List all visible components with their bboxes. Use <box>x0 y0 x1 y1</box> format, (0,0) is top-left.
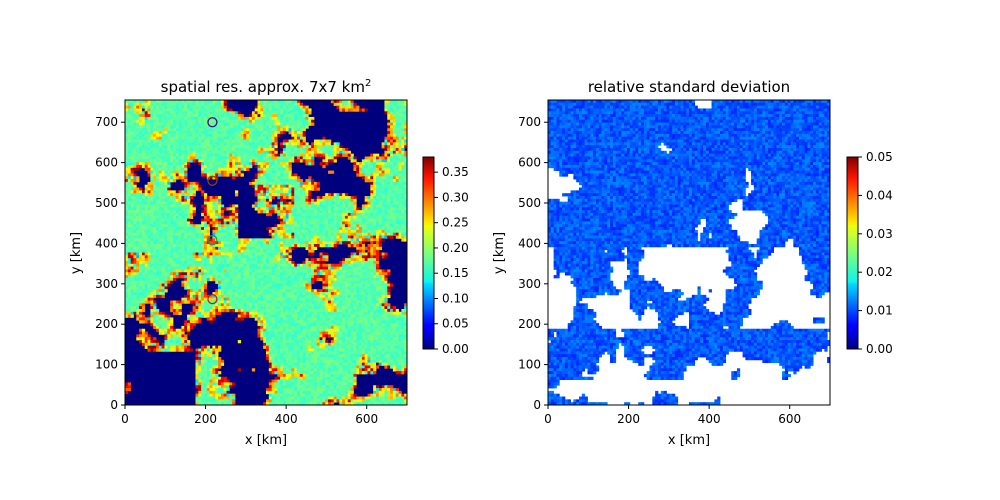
colorbar-tick-label: 0.00 <box>442 342 469 356</box>
y-tick-label: 400 <box>95 236 118 250</box>
left-title-superscript: 2 <box>365 78 371 89</box>
right-ylabel: y [km] <box>492 232 507 274</box>
y-tick-label: 600 <box>95 156 118 170</box>
left-xlabel: x [km] <box>245 433 287 448</box>
y-tick-label: 200 <box>95 317 118 331</box>
y-tick-label: 0 <box>533 398 541 412</box>
right-panel: relative standard deviation 0 200 400 600 0 1… <box>492 78 893 448</box>
colorbar-tick-label: 0.30 <box>442 190 469 204</box>
colorbar-tick-label: 0.05 <box>866 150 893 164</box>
left-panel: spatial res. approx. 7x7 km2 0 200 400 600 0… <box>69 78 469 448</box>
x-tick-label: 400 <box>275 412 298 426</box>
y-tick-label: 600 <box>518 156 541 170</box>
y-tick-label: 300 <box>518 277 541 291</box>
x-tick-label: 600 <box>778 412 801 426</box>
y-tick-label: 400 <box>518 236 541 250</box>
y-tick-label: 200 <box>518 317 541 331</box>
y-tick-label: 500 <box>518 196 541 210</box>
left-colorbar: 0.00 0.05 0.10 0.15 0.20 0.25 0.30 0.35 <box>423 157 469 356</box>
colorbar-tick-label: 0.15 <box>442 266 469 280</box>
y-tick-label: 700 <box>95 115 118 129</box>
colorbar-tick-label: 0.25 <box>442 216 469 230</box>
colorbar-tick-label: 0.03 <box>866 227 893 241</box>
y-tick-label: 700 <box>518 115 541 129</box>
y-tick-label: 100 <box>95 358 118 372</box>
x-tick-label: 200 <box>194 412 217 426</box>
y-tick-label: 0 <box>110 398 118 412</box>
x-tick-label: 600 <box>355 412 378 426</box>
y-tick-label: 300 <box>95 277 118 291</box>
colorbar-tick-label: 0.35 <box>442 165 469 179</box>
right-colorbar-ticks: 0.00 0.01 0.02 0.03 0.04 0.05 <box>858 150 893 356</box>
right-heatmap <box>548 100 830 405</box>
right-xlabel: x [km] <box>668 433 710 448</box>
right-colorbar-bar <box>847 157 858 349</box>
left-title: spatial res. approx. 7x7 km2 <box>161 78 372 96</box>
right-title: relative standard deviation <box>588 78 790 96</box>
x-tick-label: 0 <box>121 412 129 426</box>
colorbar-tick-label: 0.20 <box>442 241 469 255</box>
colorbar-tick-label: 0.10 <box>442 291 469 305</box>
left-heatmap <box>125 100 407 405</box>
colorbar-tick-label: 0.02 <box>866 265 893 279</box>
left-colorbar-bar <box>423 157 434 349</box>
colorbar-tick-label: 0.05 <box>442 317 469 331</box>
right-colorbar: 0.00 0.01 0.02 0.03 0.04 0.05 <box>847 150 893 356</box>
x-tick-label: 0 <box>544 412 552 426</box>
left-ylabel: y [km] <box>69 232 84 274</box>
left-colorbar-ticks: 0.00 0.05 0.10 0.15 0.20 0.25 0.30 0.35 <box>434 165 469 356</box>
colorbar-tick-label: 0.04 <box>866 188 893 202</box>
x-tick-label: 400 <box>698 412 721 426</box>
y-tick-label: 500 <box>95 196 118 210</box>
y-tick-label: 100 <box>518 358 541 372</box>
colorbar-tick-label: 0.00 <box>866 342 893 356</box>
colorbar-tick-label: 0.01 <box>866 304 893 318</box>
x-tick-label: 200 <box>617 412 640 426</box>
